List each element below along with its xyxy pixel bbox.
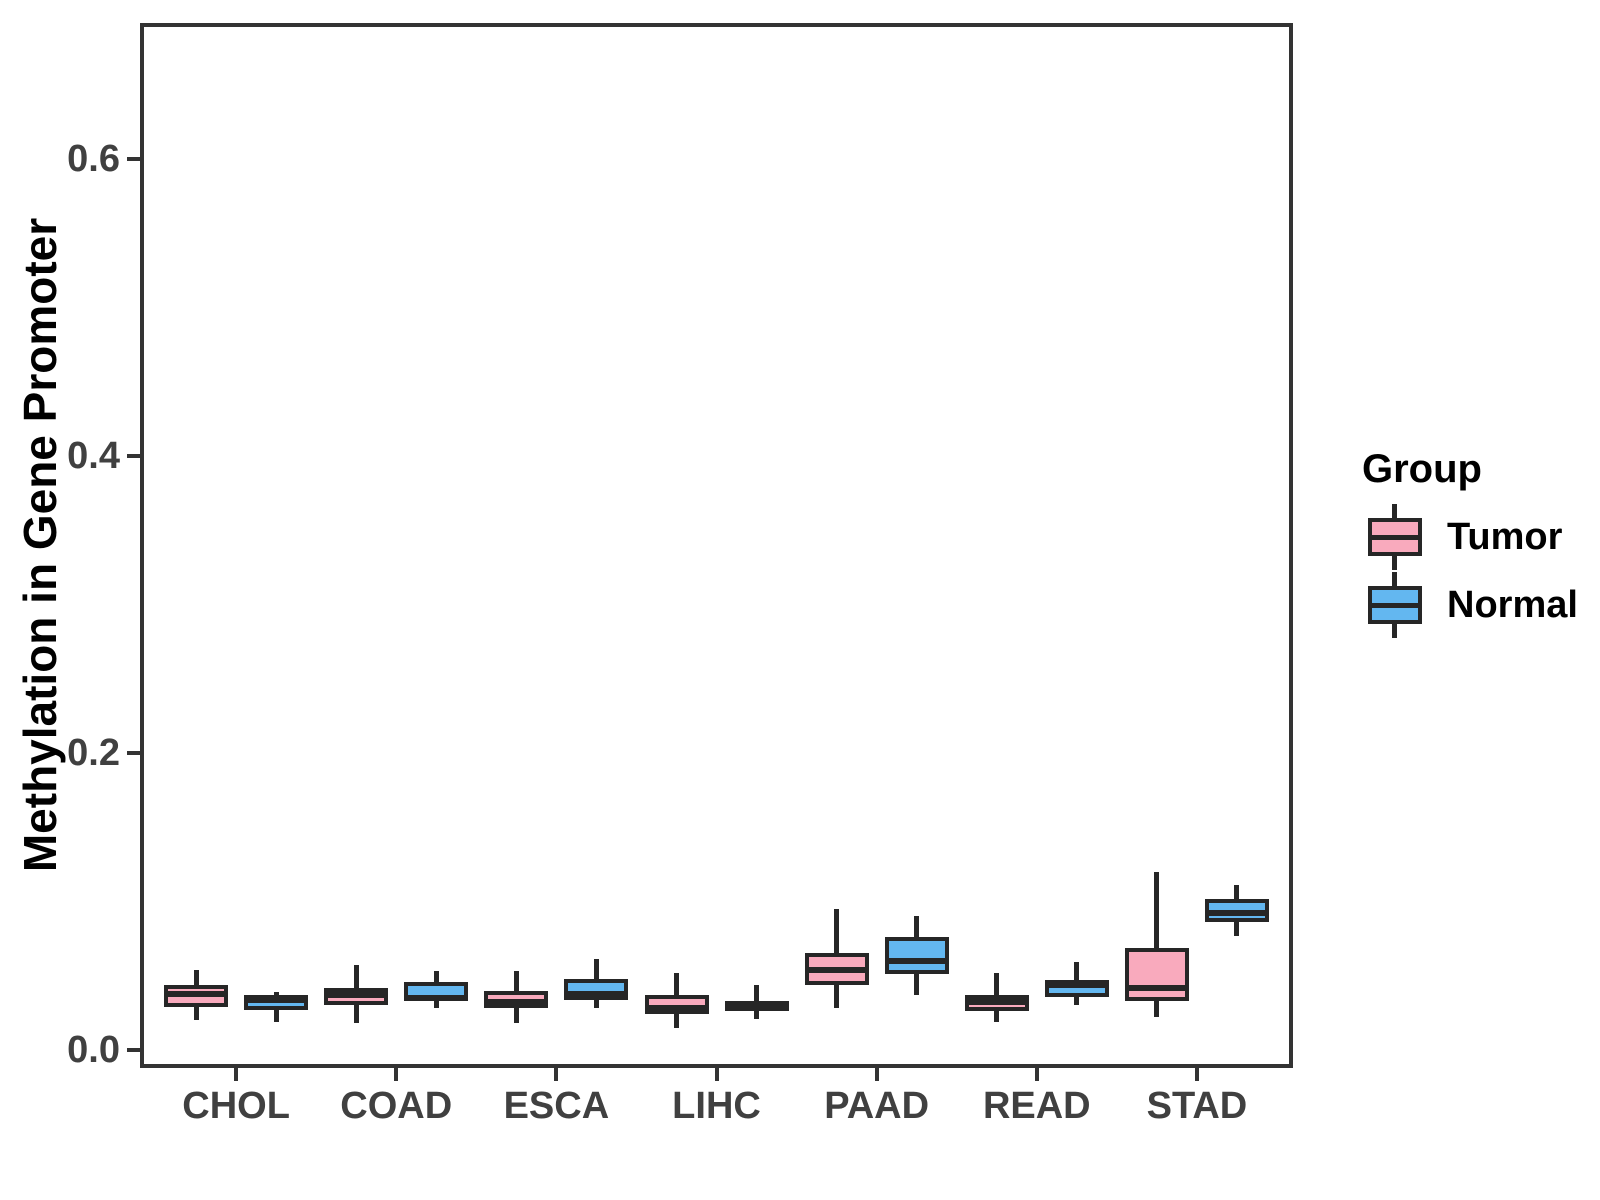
whisker-tumor-STAD: [1154, 871, 1160, 1018]
plot-panel: [140, 23, 1293, 1068]
y-axis-tick-label: 0.6: [67, 138, 120, 180]
legend-key-median: [1368, 534, 1422, 540]
median-normal-STAD: [1204, 910, 1269, 917]
median-normal-ESCA: [564, 990, 629, 997]
median-normal-LIHC: [724, 1003, 789, 1010]
x-axis-tick-label: ESCA: [503, 1085, 610, 1127]
x-axis-tick-label: PAAD: [824, 1085, 930, 1127]
x-axis-tick: [874, 1068, 879, 1081]
median-tumor-ESCA: [484, 999, 549, 1006]
legend-label-normal: Normal: [1447, 584, 1578, 626]
y-axis-tick: [127, 157, 140, 161]
x-axis-tick: [714, 1068, 719, 1081]
x-axis-tick-label: CHOL: [182, 1085, 290, 1127]
x-axis-tick-label: STAD: [1146, 1085, 1248, 1127]
median-normal-READ: [1044, 981, 1109, 988]
legend-key-median: [1368, 602, 1422, 608]
x-axis-tick: [1034, 1068, 1039, 1081]
median-tumor-COAD: [324, 992, 389, 999]
y-axis-tick: [127, 751, 140, 755]
box-tumor-STAD: [1124, 947, 1189, 1001]
median-normal-PAAD: [884, 957, 949, 964]
median-tumor-CHOL: [164, 990, 229, 997]
legend-title: Group: [1362, 447, 1482, 491]
x-axis-tick: [1194, 1068, 1199, 1081]
x-axis-tick-label: LIHC: [672, 1085, 761, 1127]
y-axis-tick-label: 0.0: [67, 1029, 120, 1071]
x-axis-tick: [554, 1068, 559, 1081]
x-axis-tick-label: READ: [982, 1085, 1091, 1127]
median-tumor-READ: [964, 999, 1029, 1006]
median-tumor-PAAD: [804, 966, 869, 973]
y-axis-tick: [127, 1048, 140, 1052]
x-axis-tick: [394, 1068, 399, 1081]
y-axis-tick-label: 0.2: [67, 732, 120, 774]
y-axis-tick: [127, 454, 140, 458]
legend-label-tumor: Tumor: [1447, 516, 1563, 558]
median-tumor-STAD: [1124, 984, 1189, 991]
y-axis-tick-label: 0.4: [67, 435, 120, 477]
box-normal-PAAD: [884, 937, 949, 975]
x-axis-tick-label: COAD: [340, 1085, 453, 1127]
median-normal-CHOL: [244, 996, 309, 1003]
median-tumor-LIHC: [644, 1005, 709, 1012]
median-normal-COAD: [404, 995, 469, 1002]
x-axis-tick: [234, 1068, 239, 1081]
